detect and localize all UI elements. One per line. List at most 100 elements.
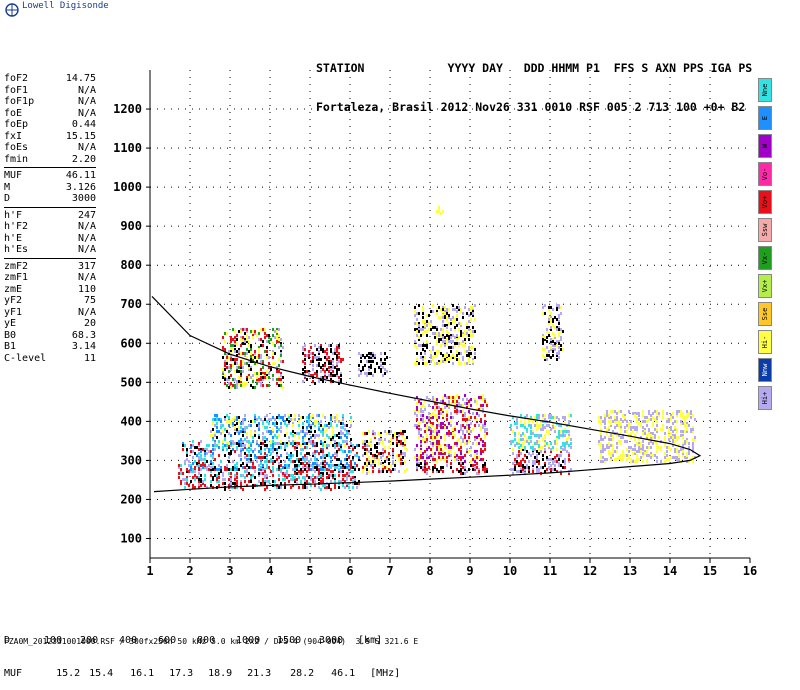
echo-mark xyxy=(280,440,282,443)
echo-mark xyxy=(416,468,418,471)
echo-mark xyxy=(556,326,558,329)
echo-mark xyxy=(212,436,214,439)
echo-mark xyxy=(276,458,278,461)
echo-mark xyxy=(302,448,304,451)
muf-table-cell: 100 xyxy=(44,635,63,646)
echo-mark xyxy=(308,418,310,421)
echo-mark xyxy=(418,330,420,333)
echo-mark xyxy=(418,430,420,433)
echo-mark xyxy=(236,442,238,445)
echo-mark xyxy=(316,364,318,367)
echo-mark xyxy=(450,322,452,325)
echo-mark xyxy=(328,374,330,377)
echo-mark xyxy=(380,470,382,473)
echo-mark xyxy=(320,474,322,477)
echo-mark xyxy=(374,454,376,457)
echo-mark xyxy=(422,344,424,347)
echo-mark xyxy=(318,378,320,381)
echo-mark xyxy=(322,480,324,483)
echo-mark xyxy=(436,354,438,357)
echo-mark xyxy=(374,460,376,463)
echo-mark xyxy=(400,450,402,453)
echo-mark xyxy=(322,466,324,469)
echo-mark xyxy=(362,446,364,449)
echo-mark xyxy=(328,486,330,489)
echo-mark xyxy=(196,454,198,457)
echo-mark xyxy=(234,486,236,489)
echo-mark xyxy=(614,450,616,453)
echo-mark xyxy=(230,442,232,445)
echo-mark xyxy=(284,444,286,447)
y-tick-label: 100 xyxy=(120,531,142,545)
echo-mark xyxy=(254,416,256,419)
echo-mark xyxy=(454,402,456,405)
echo-mark xyxy=(436,340,438,343)
echo-mark xyxy=(200,456,202,459)
echo-mark xyxy=(328,370,330,373)
echo-mark xyxy=(482,398,484,401)
echo-mark xyxy=(344,466,346,469)
echo-mark xyxy=(304,456,306,459)
echo-mark xyxy=(636,416,638,419)
echo-mark xyxy=(276,368,278,371)
echo-mark xyxy=(546,330,548,333)
echo-mark xyxy=(230,382,232,385)
polarization-legend: Nne E W Vo- Vo+ Ssw Vx- Vx+ Sse Hi- Nnw Hi+ xyxy=(758,78,772,414)
echo-mark xyxy=(336,414,338,417)
echo-mark xyxy=(470,448,472,451)
echo-mark xyxy=(448,454,450,457)
param-label: foF1p xyxy=(4,96,35,107)
echo-mark xyxy=(306,456,308,459)
echo-mark xyxy=(608,452,610,455)
echo-mark xyxy=(424,466,426,469)
echo-mark xyxy=(250,442,252,445)
echo-mark xyxy=(556,328,558,331)
echo-mark xyxy=(422,310,424,313)
echo-mark xyxy=(528,460,530,463)
legend-label: Vo- xyxy=(761,167,769,181)
echo-mark xyxy=(296,450,298,453)
echo-mark xyxy=(302,372,304,375)
echo-mark xyxy=(426,396,428,399)
echo-mark xyxy=(672,444,674,447)
echo-mark xyxy=(246,338,248,341)
echo-mark xyxy=(510,428,512,431)
echo-mark xyxy=(426,440,428,443)
echo-mark xyxy=(462,440,464,443)
echo-mark xyxy=(334,420,336,423)
echo-mark xyxy=(446,404,448,407)
echo-mark xyxy=(224,364,226,367)
echo-mark xyxy=(528,466,530,469)
echo-mark xyxy=(562,442,564,445)
echo-mark xyxy=(304,434,306,437)
param-value: N/A xyxy=(77,84,96,96)
echo-mark xyxy=(666,412,668,415)
echo-mark xyxy=(616,450,618,453)
echo-mark xyxy=(472,468,474,471)
echo-mark xyxy=(604,416,606,419)
echo-mark xyxy=(650,414,652,417)
echo-mark xyxy=(442,336,444,339)
echo-mark xyxy=(358,374,360,377)
echo-mark xyxy=(652,412,654,415)
echo-mark xyxy=(330,464,332,467)
echo-mark xyxy=(254,434,256,437)
echo-mark xyxy=(242,474,244,477)
echo-mark xyxy=(314,444,316,447)
echo-mark xyxy=(336,452,338,455)
echo-mark xyxy=(384,358,386,361)
echo-mark xyxy=(286,452,288,455)
echo-mark xyxy=(432,332,434,335)
echo-mark xyxy=(312,452,314,455)
echo-mark xyxy=(540,434,542,437)
echo-mark xyxy=(290,474,292,477)
echo-mark xyxy=(600,418,602,421)
echo-mark xyxy=(614,458,616,461)
echo-mark xyxy=(518,446,520,449)
echo-mark xyxy=(276,452,278,455)
echo-mark xyxy=(478,470,480,473)
echo-mark xyxy=(546,358,548,361)
echo-mark xyxy=(484,468,486,471)
echo-mark xyxy=(600,444,602,447)
echo-mark xyxy=(554,336,556,339)
